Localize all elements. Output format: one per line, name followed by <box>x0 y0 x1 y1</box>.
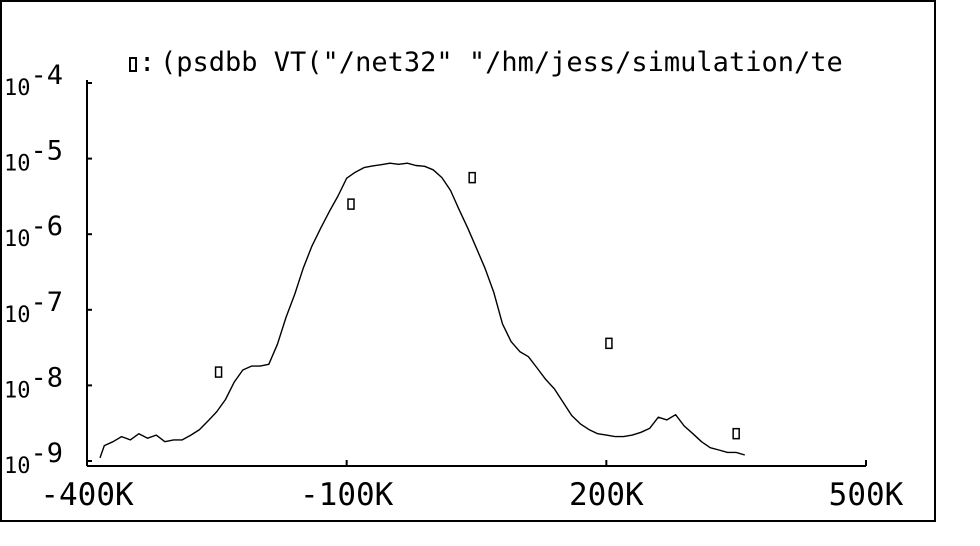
x-tick-labels: -400K -100K 200K 500K <box>40 460 904 513</box>
x-tick-label: -100K <box>300 477 394 513</box>
legend-colon: : <box>139 47 155 78</box>
series-marker <box>605 337 613 350</box>
chart-title-group: : (psdbb VT("/net32" "/hm/jess/simulatio… <box>129 47 843 78</box>
legend-marker-box <box>129 57 137 72</box>
y-tick-label: 10-9 <box>4 438 63 479</box>
y-tick-label: 10-6 <box>4 211 63 252</box>
series-marker <box>214 366 223 378</box>
series-marker <box>347 198 355 210</box>
y-tick-base: 10 <box>4 227 31 252</box>
series-line <box>99 162 746 459</box>
marker-group <box>214 171 740 440</box>
y-tick-exponent: -4 <box>31 60 64 91</box>
y-tick-exponent: -9 <box>31 438 64 469</box>
series-marker <box>732 427 740 440</box>
y-tick-base: 10 <box>4 378 31 403</box>
y-tick-label: 10-4 <box>4 60 63 101</box>
x-tick-label: 200K <box>569 477 644 513</box>
y-tick-exponent: -7 <box>31 287 64 318</box>
y-tick-label: 10-8 <box>4 362 63 403</box>
series-group <box>99 162 746 459</box>
y-tick-base: 10 <box>4 76 31 101</box>
y-tick-exponent: -6 <box>31 211 64 242</box>
y-tick-labels: 10-410-510-610-710-810-9 <box>4 60 92 479</box>
series-marker <box>468 171 476 184</box>
y-tick-exponent: -5 <box>31 136 64 167</box>
y-tick-exponent: -8 <box>31 362 64 393</box>
y-tick-base: 10 <box>4 454 31 479</box>
y-tick-base: 10 <box>4 152 31 177</box>
x-tick-label: -400K <box>40 477 134 513</box>
x-tick-label: 500K <box>829 477 904 513</box>
y-tick-label: 10-5 <box>4 136 63 177</box>
chart-title: (psdbb VT("/net32" "/hm/jess/simulation/… <box>160 47 843 78</box>
y-tick-base: 10 <box>4 303 31 328</box>
axes <box>86 80 866 467</box>
y-tick-label: 10-7 <box>4 287 63 328</box>
